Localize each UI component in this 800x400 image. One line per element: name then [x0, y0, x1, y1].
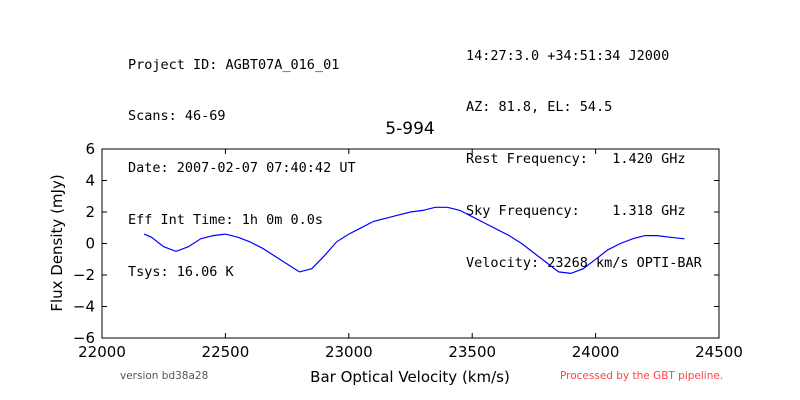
- az-el-text: AZ: 81.8, EL: 54.5: [466, 99, 613, 116]
- y-tick-label: 6: [85, 140, 95, 158]
- pipeline-credit: Processed by the GBT pipeline.: [560, 370, 724, 382]
- scans-text: Scans: 46-69: [128, 108, 226, 125]
- x-tick-label: 24000: [572, 343, 620, 361]
- axes: 22000 22500 23000 23500 24000 24500 −6 −4 −2 0 2 4 6: [73, 140, 743, 361]
- x-tick-label: 23500: [448, 343, 496, 361]
- integration-time-text: Eff Int Time: 1h 0m 0.0s: [128, 212, 324, 229]
- spectrum-series-line: [143, 206, 685, 275]
- date-text: Date: 2007-02-07 07:40:42 UT: [128, 160, 356, 177]
- x-tick-label: 22500: [202, 343, 250, 361]
- tsys-text: Tsys: 16.06 K: [128, 264, 234, 281]
- chart-title: 5-994: [385, 119, 434, 139]
- x-axis-label: Bar Optical Velocity (km/s): [310, 368, 510, 386]
- y-axis-label: Flux Density (mJy): [48, 174, 66, 311]
- sky-frequency-text: Sky Frequency: 1.318 GHz: [466, 203, 686, 220]
- x-tick-label: 23000: [325, 343, 373, 361]
- y-tick-label: −2: [73, 266, 95, 284]
- x-tick-label: 24500: [695, 343, 743, 361]
- velocity-text: Velocity: 23268 km/s OPTI-BAR: [466, 255, 702, 272]
- rest-frequency-text: Rest Frequency: 1.420 GHz: [466, 151, 686, 168]
- version-label: version bd38a28: [120, 370, 209, 382]
- observation-info-right: 14:27:3.0 +34:51:34 J2000 AZ: 81.8, EL: …: [466, 13, 702, 290]
- y-tick-label: −4: [73, 298, 95, 316]
- plot-frame: [101, 148, 720, 339]
- x-tick-label: 22000: [78, 343, 126, 361]
- y-tick-label: 0: [85, 235, 95, 253]
- observation-info-left: Project ID: AGBT07A_016_01 Scans: 46-69 …: [128, 22, 356, 299]
- coordinates-text: 14:27:3.0 +34:51:34 J2000: [466, 47, 670, 64]
- y-tick-label: 4: [85, 172, 95, 190]
- project-id-text: Project ID: AGBT07A_016_01: [128, 56, 340, 73]
- y-tick-label: 2: [85, 203, 95, 221]
- y-tick-label: −6: [73, 329, 95, 347]
- plot-area: [143, 206, 685, 275]
